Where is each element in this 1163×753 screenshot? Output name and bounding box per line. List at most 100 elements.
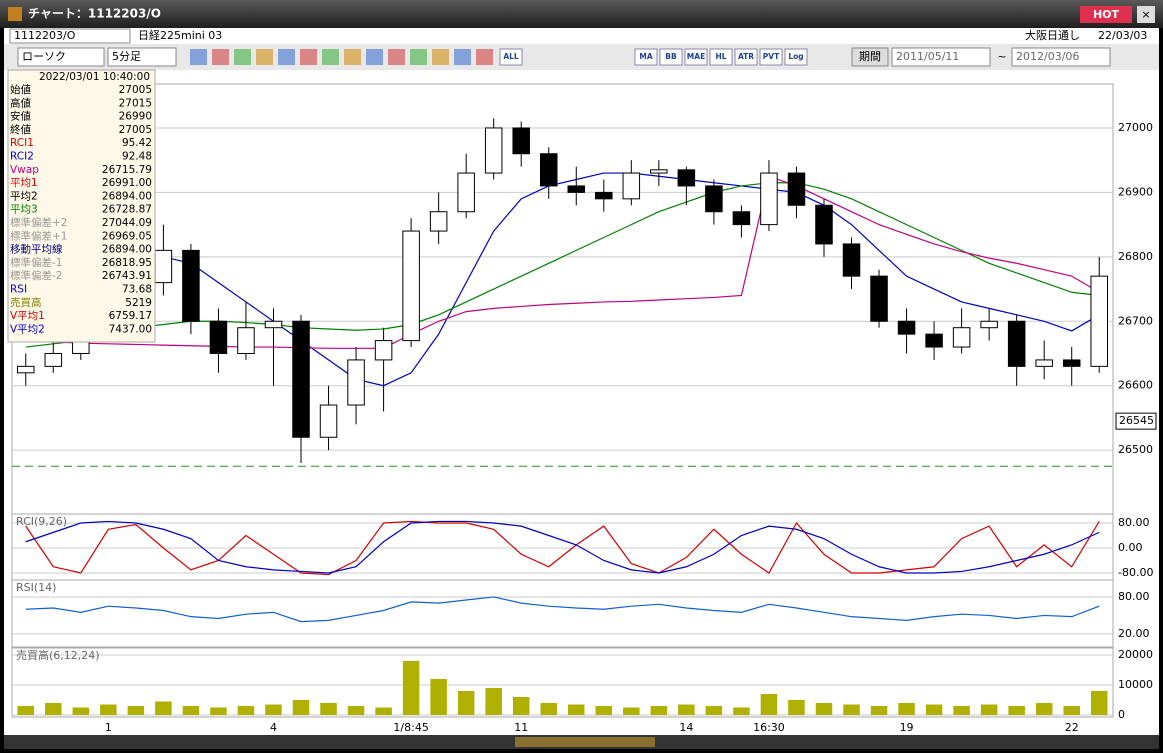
tool-icon[interactable] [212, 49, 229, 65]
info-value: 26743.91 [102, 270, 152, 282]
info-label: 標準偏差-2 [10, 269, 62, 282]
tool-icon[interactable] [476, 49, 493, 65]
info-value: 26728.87 [102, 204, 152, 216]
candle-body [1062, 359, 1081, 367]
candle-body [622, 172, 641, 200]
tool-button-label[interactable]: ATR [738, 52, 754, 61]
close-icon[interactable]: × [1141, 8, 1150, 21]
tool-icon[interactable] [454, 49, 471, 65]
tool-icon[interactable] [410, 49, 427, 65]
tool-icon[interactable] [432, 49, 449, 65]
info-value: 73.68 [122, 284, 152, 296]
date: 22/03/03 [1098, 29, 1147, 42]
code-box[interactable] [9, 28, 131, 44]
info-label: 始値 [10, 83, 31, 96]
x-tick-label: 4 [270, 721, 277, 734]
candle-body [732, 211, 751, 226]
tool-button-label[interactable]: MAE [687, 52, 705, 61]
hot-button[interactable] [1080, 6, 1132, 23]
tool-button[interactable] [684, 48, 708, 66]
y-tick-label: 80.00 [1118, 590, 1150, 603]
period-label[interactable]: 期間 [859, 50, 881, 63]
tool-button[interactable] [709, 48, 733, 66]
volume-bar [705, 706, 723, 715]
tool-icon[interactable] [300, 49, 317, 65]
info-value: 27015 [119, 97, 152, 109]
info-value: 26894.00 [102, 244, 152, 256]
volume-bar [127, 706, 145, 715]
tool-button[interactable] [634, 48, 658, 66]
volume-bar [650, 706, 668, 715]
code[interactable]: 1112203/O [14, 29, 76, 42]
info-value: 26969.05 [102, 230, 152, 242]
tool-button[interactable] [734, 48, 758, 66]
close-button[interactable] [1137, 6, 1155, 23]
from-date[interactable]: 2011/05/11 [896, 50, 959, 63]
x-tick-label: 1/8:45 [393, 721, 428, 734]
interval[interactable]: 5分足 [112, 50, 141, 63]
tool-button[interactable] [499, 48, 523, 66]
chart-kind[interactable]: ローソク [22, 50, 66, 63]
tool-icon[interactable] [190, 49, 207, 65]
info-label: V平均1 [10, 310, 45, 322]
candle-body [182, 249, 200, 322]
candle-body [457, 172, 475, 213]
info-label: 標準偏差-1 [10, 256, 62, 269]
volume-bar [320, 703, 337, 715]
y-tick-label: 20000 [1118, 648, 1153, 661]
tool-button[interactable] [784, 48, 808, 66]
x-tick-label: 14 [679, 721, 693, 734]
tool-button[interactable] [659, 48, 683, 66]
tool-icon[interactable] [344, 49, 361, 65]
tool-icon[interactable] [388, 49, 405, 65]
hot-label[interactable]: HOT [1093, 8, 1120, 21]
candle-body [374, 340, 393, 361]
candle-body [1090, 275, 1108, 367]
to-box[interactable] [1011, 47, 1111, 67]
interval-select[interactable] [107, 47, 177, 67]
tool-icon[interactable] [234, 49, 251, 65]
kind-select[interactable] [17, 47, 105, 67]
tool-button-label[interactable]: BB [665, 52, 677, 61]
candle-body [897, 320, 916, 335]
candle-body [292, 320, 310, 438]
period-button[interactable] [851, 47, 889, 67]
candle-body [402, 230, 420, 342]
tool-button-label[interactable]: ALL [503, 52, 519, 61]
volume-bar [512, 697, 530, 715]
indicator-line [25, 172, 1100, 387]
to-date[interactable]: 2012/03/06 [1016, 50, 1079, 63]
tool-button-label[interactable]: PVT [763, 52, 780, 61]
tool-button-label[interactable]: MA [639, 52, 652, 61]
candle-body [677, 169, 696, 187]
volume-bar [72, 707, 90, 715]
app-icon [8, 7, 22, 21]
volume-bar [815, 703, 833, 715]
volume-bar [485, 688, 502, 715]
candle-body [209, 320, 228, 354]
tool-icon[interactable] [256, 49, 273, 65]
tool-icon[interactable] [278, 49, 295, 65]
from-box[interactable] [891, 47, 991, 67]
candle-body [429, 211, 448, 232]
volume-bar [595, 706, 613, 715]
info-value: 95.42 [122, 137, 152, 149]
y-tick-label: 10000 [1118, 678, 1153, 691]
pane-title: RSI(14) [16, 581, 56, 594]
info-label: 移動平均線 [10, 243, 63, 256]
candle-body [237, 327, 255, 354]
info-label: Vwap [10, 164, 39, 176]
info-value: 26990 [119, 111, 152, 123]
tool-icon[interactable] [366, 49, 383, 65]
scroll-thumb[interactable] [515, 737, 655, 747]
y-tick-label: 0.00 [1118, 541, 1143, 554]
tool-button[interactable] [759, 48, 783, 66]
tool-button-label[interactable]: HL [715, 52, 726, 61]
indicator-line [25, 182, 1100, 348]
tool-button-label[interactable]: Log [788, 52, 803, 61]
info-value: 92.48 [122, 151, 152, 163]
tool-icon[interactable] [322, 49, 339, 65]
toolbar-row1 [4, 28, 1159, 44]
